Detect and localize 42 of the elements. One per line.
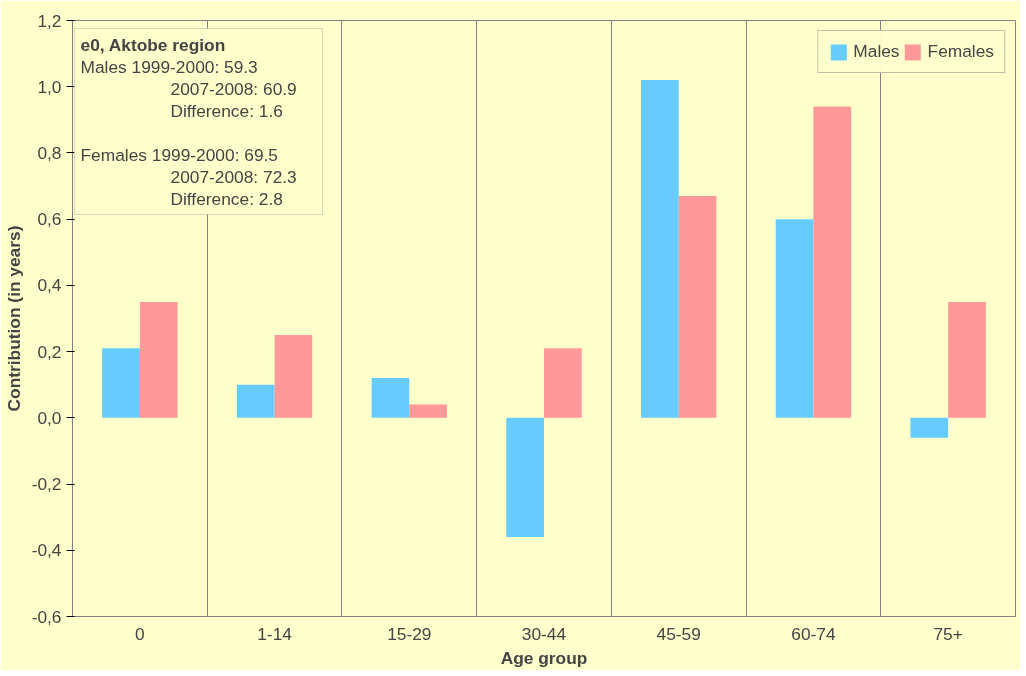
x-axis-title: Age group [500,647,588,668]
y-tick-label: 0,6 [37,209,62,230]
bar [274,335,313,418]
bar [678,195,717,418]
legend-label: Females [927,41,994,62]
bar [813,106,852,418]
x-tick-label: 15-29 [387,623,432,644]
x-tick-label: 0 [135,623,145,644]
y-tick-label: 1,2 [37,10,62,31]
annotation: 2007-2008: 72.3 [170,166,297,187]
bar [544,348,582,418]
bar [409,404,448,418]
y-axis-title: Contribution (in years) [3,225,24,412]
x-tick-label: 45-59 [656,623,701,644]
annotation: Difference: 2.8 [170,188,283,209]
annotation: Males 1999-2000: 59.3 [80,56,258,77]
bar [640,80,679,418]
bar [948,301,986,418]
x-tick-label: 75+ [933,623,963,644]
y-tick-label: -0,4 [31,540,62,561]
bar [102,348,140,418]
y-tick-label: 0,8 [37,142,62,163]
bar [236,384,275,418]
annotation: Females 1999-2000: 69.5 [80,144,278,165]
x-tick-label: 60-74 [791,623,836,644]
y-tick-label: 1,0 [37,76,62,97]
y-tick-label: 0,0 [37,407,62,428]
y-tick-label: 0,2 [37,341,62,362]
bar [371,378,410,418]
annotation: Difference: 1.6 [170,100,283,121]
x-tick-label: 30-44 [521,623,567,644]
y-tick-label: 0,4 [37,275,62,296]
annotation: e0, Aktobe region [80,34,226,55]
bar [775,219,814,418]
bar [139,301,178,418]
y-tick-label: -0,2 [31,474,62,495]
legend-label: Males [853,41,900,62]
annotation: 2007-2008: 60.9 [170,78,297,99]
y-tick-label: -0,6 [31,606,62,627]
bar [910,417,949,438]
bar [506,417,544,538]
x-tick-label: 1-14 [257,623,293,644]
